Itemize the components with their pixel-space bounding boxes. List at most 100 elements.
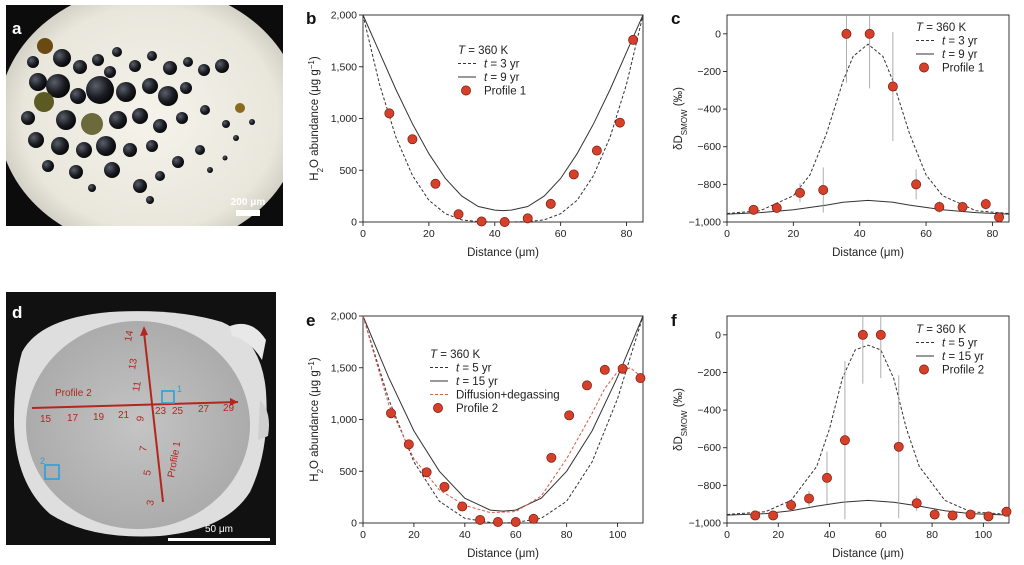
- legend-entry: Profile 1: [484, 86, 526, 98]
- y-tick-label: 0: [351, 217, 357, 229]
- x-axis-label: Distance (μm): [467, 247, 539, 259]
- chart-f: f 0 20 40 60 80 100 −1,000 −800 −600 −400 −200 0 Dis…: [671, 311, 1012, 560]
- y-tick-label: 0: [715, 329, 721, 341]
- data-point-profile-1: [591, 145, 602, 156]
- y-tick-label: −800: [697, 480, 721, 492]
- legend-title: T = 360 K: [458, 45, 509, 57]
- profile-2-line: [31, 401, 239, 409]
- y-tick-label: −800: [697, 179, 721, 191]
- profile-1-number: 13: [127, 357, 140, 370]
- analysis-box-1-label: 1: [177, 384, 182, 394]
- panel-d: Profile 2 Profile 1 15 17 19 21 23 25 27…: [6, 292, 276, 545]
- profile-2-number: 23: [155, 406, 167, 417]
- y-tick-label: −200: [697, 367, 721, 379]
- y-tick-label: −600: [697, 442, 721, 454]
- y-tick-label: 500: [339, 165, 357, 177]
- profile-1-number: 3: [145, 499, 157, 507]
- data-point-profile-2: [546, 452, 557, 463]
- profile-2-number: 29: [223, 403, 235, 414]
- data-point-profile-1: [568, 169, 579, 180]
- data-point-profile-2: [457, 501, 468, 512]
- grains: [21, 38, 255, 204]
- profile-1-number: 7: [138, 445, 150, 453]
- x-tick-label: 60: [875, 529, 887, 541]
- data-point-profile-1: [818, 185, 829, 195]
- profile-1-arrowhead: [140, 326, 148, 336]
- rim-fragment: [258, 400, 269, 440]
- data-point-profile-2: [804, 493, 814, 504]
- x-tick-label: 0: [724, 228, 730, 240]
- grain-interior: [26, 321, 250, 529]
- legend-entry: t = 3 yr: [484, 59, 520, 71]
- x-tick-label: 20: [788, 228, 800, 240]
- series-line-t-9-yr: [362, 14, 644, 212]
- x-tick-label: 80: [621, 228, 633, 240]
- data-point-profile-1: [384, 108, 395, 119]
- profile-1-line: [143, 331, 164, 503]
- data-point-profile-2: [893, 441, 904, 452]
- legend-entry: t = 9 yr: [942, 49, 978, 61]
- rim-fragment: [230, 323, 266, 360]
- x-axis-label: Distance (μm): [832, 247, 904, 259]
- profile-2-number: 25: [172, 406, 184, 417]
- y-axis-label: δDSMOW (‰): [673, 87, 689, 150]
- data-point-profile-2: [965, 509, 976, 520]
- data-point-profile-1: [771, 202, 782, 213]
- scale-bar-a: [236, 210, 260, 216]
- scale-bar-d: [168, 538, 270, 541]
- analysis-box-2-label: 2: [40, 456, 45, 466]
- data-point-profile-2: [510, 517, 521, 527]
- data-point-profile-2: [582, 380, 592, 391]
- data-point-profile-2: [768, 510, 779, 521]
- profile-1-number: 14: [123, 329, 136, 342]
- x-tick-label: 40: [824, 529, 836, 541]
- y-tick-label: 0: [715, 28, 721, 40]
- data-point-profile-2: [1001, 506, 1012, 517]
- profile-2-label: Profile 2: [55, 388, 92, 399]
- y-tick-label: 0: [351, 518, 357, 530]
- plot-frame: [726, 315, 1010, 524]
- y-tick-label: −200: [697, 66, 721, 78]
- panel-label-a: a: [12, 19, 22, 38]
- data-point-profile-2: [929, 509, 940, 520]
- legend-entry: Profile 2: [942, 365, 984, 377]
- series-line-t-9-yr: [726, 199, 1010, 215]
- y-tick-label: −1,000: [689, 217, 722, 229]
- x-tick-label: 40: [854, 228, 866, 240]
- profile-2-arrowhead: [230, 398, 238, 406]
- x-tick-label: 60: [510, 529, 522, 541]
- panel-label-e: e: [306, 311, 315, 330]
- x-tick-label: 20: [772, 529, 784, 541]
- data-point-profile-1: [476, 216, 487, 227]
- series-line-t-5-yr: [726, 344, 1010, 515]
- y-tick-label: −1,000: [689, 518, 722, 530]
- y-tick-label: −400: [697, 104, 721, 116]
- chart-c: c 0 20 40 60 80 −1,000 −800 −600 −400 −200 0 Distan…: [671, 9, 1010, 259]
- data-point-profile-2: [875, 329, 886, 340]
- x-tick-label: 100: [975, 529, 993, 541]
- data-point-profile-1: [864, 28, 875, 39]
- x-tick-label: 0: [360, 529, 366, 541]
- micrograph-a: [6, 5, 283, 226]
- y-tick-label: 1,500: [331, 362, 357, 374]
- data-point-profile-1: [407, 134, 418, 145]
- data-point-profile-1: [911, 179, 922, 190]
- plot-frame: [726, 14, 1010, 223]
- data-point-profile-2: [528, 513, 539, 524]
- x-tick-label: 60: [920, 228, 932, 240]
- chart-e: e 0 20 40 60 80 100 0 500 1,000 1,500 2,000 Distanc…: [306, 311, 646, 560]
- panel-label-f: f: [671, 311, 677, 330]
- series-line-t-5-yr: [362, 315, 644, 524]
- data-point-profile-2: [599, 364, 610, 375]
- y-axis-label: H2O abundance (μg g−1): [307, 357, 325, 482]
- data-point-profile-2: [386, 408, 396, 419]
- legend-marker: [461, 85, 471, 96]
- profile-2-number: 21: [118, 410, 130, 421]
- analysis-box-2: [44, 464, 60, 480]
- data-point-profile-2: [403, 439, 414, 450]
- data-point-profile-2: [750, 510, 761, 521]
- panel-label-c: c: [671, 9, 680, 28]
- y-tick-label: 500: [339, 466, 357, 478]
- scale-bar-d-label: 50 μm: [205, 524, 233, 535]
